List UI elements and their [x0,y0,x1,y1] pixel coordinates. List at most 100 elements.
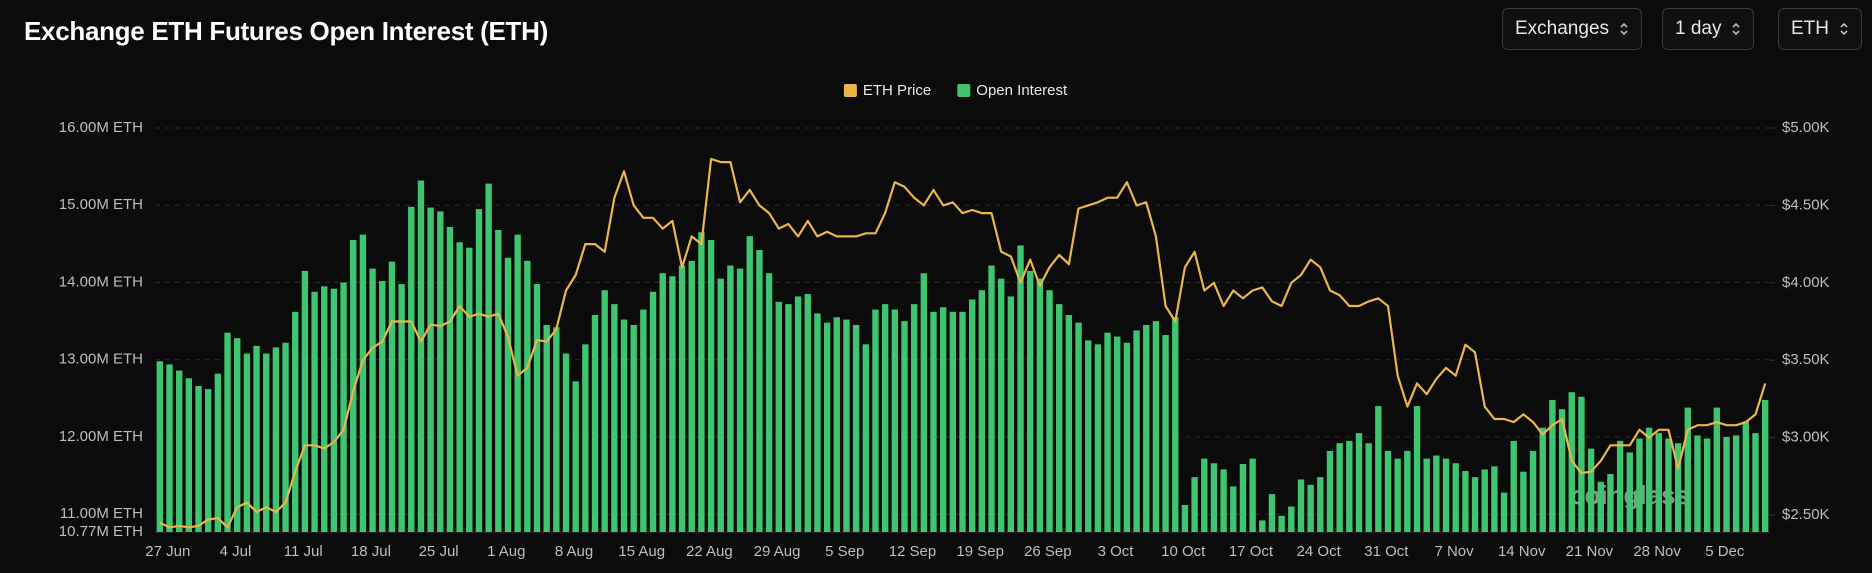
bar [272,347,280,532]
bar [1578,396,1585,532]
bar [524,260,531,532]
bar [456,242,463,532]
bar [1259,520,1266,532]
legend-swatch [843,84,857,97]
bar [1278,515,1285,532]
bar [582,344,589,532]
bar [1201,458,1208,532]
bar [1529,450,1537,532]
bar [1384,450,1392,532]
y-tick-label: 15.00M ETH [59,196,143,213]
bar [727,265,734,532]
bar [1539,427,1546,532]
bar [1452,463,1459,532]
x-tick-label: 25 Jul [419,543,459,560]
x-tick-label: 21 Nov [1566,543,1614,560]
y2-tick-label: $5.00K [1782,119,1830,136]
bar [533,284,541,532]
bar [1665,438,1672,532]
bar [1085,340,1092,532]
bar [485,183,492,532]
x-tick-label: 31 Oct [1364,543,1409,560]
x-tick-label: 4 Jul [220,543,252,560]
bar [823,322,831,532]
bar [350,240,357,533]
bar [959,311,966,532]
chart-title: Exchange ETH Futures Open Interest (ETH) [24,16,548,46]
y-tick-label: 10.77M ETH [59,523,143,540]
bar [649,291,657,532]
bar [1587,448,1595,532]
bar [785,304,792,532]
bar [1684,407,1691,532]
bar [1210,463,1218,532]
bar [408,206,415,533]
x-tick-label: 26 Sep [1024,543,1072,560]
bar [717,278,724,532]
bar [997,278,1005,532]
bar [794,296,802,532]
bar [1114,336,1121,532]
bar [1674,443,1682,532]
bar [1375,406,1382,532]
bar [746,236,753,532]
bar [253,345,260,532]
bar [224,332,231,532]
bar [756,250,763,532]
bar [901,321,908,532]
y-tick-label: 11.00M ETH [60,505,143,522]
select-label: Exchanges [1515,18,1610,39]
x-tick-label: 10 Oct [1161,543,1206,560]
x-tick-label: 5 Sep [825,543,864,560]
bar [311,291,318,532]
unit-select[interactable]: ETH [1778,8,1862,50]
x-tick-label: 7 Nov [1434,543,1474,560]
bar [1336,443,1343,532]
bar [678,265,686,532]
bar [388,261,396,532]
y2-tick-label: $4.50K [1782,196,1830,213]
bar [1655,433,1662,532]
bar [601,290,608,532]
x-tick-label: 11 Jul [284,543,323,560]
bar [1075,322,1082,532]
bar [1094,344,1102,532]
bar [1597,481,1604,532]
chevron [1840,22,1848,36]
bar [833,317,840,532]
legend-swatch [957,84,971,97]
bar [1645,427,1653,532]
bar [1017,245,1024,532]
bar [630,324,637,532]
y2-tick-label: $4.00K [1782,274,1830,291]
interval-select[interactable]: 1 day [1662,8,1755,50]
bar [446,226,454,532]
bar [282,342,289,532]
x-tick-label: 14 Nov [1498,543,1546,560]
bar [1433,455,1440,532]
bar [1123,342,1131,532]
bar [1326,450,1334,532]
bar [659,273,666,532]
bar [1268,494,1276,532]
bar [301,270,309,532]
legend-label: Open Interest [976,82,1068,99]
bar [591,314,599,532]
x-tick-label: 8 Aug [555,543,593,560]
exchange-select[interactable]: Exchanges [1502,8,1643,50]
bar [968,299,976,532]
bar [1520,471,1527,532]
bar [1191,477,1198,532]
bar [1549,399,1556,532]
bar [292,311,299,532]
chevron [1732,22,1741,36]
x-tick-label: 19 Sep [956,543,1004,560]
bar [611,304,618,532]
bar [1239,464,1247,532]
bar [195,386,202,532]
bar [234,338,241,532]
bar [1143,324,1150,532]
bar [1481,469,1488,532]
bar [1703,438,1711,532]
select-label: ETH [1791,18,1829,39]
